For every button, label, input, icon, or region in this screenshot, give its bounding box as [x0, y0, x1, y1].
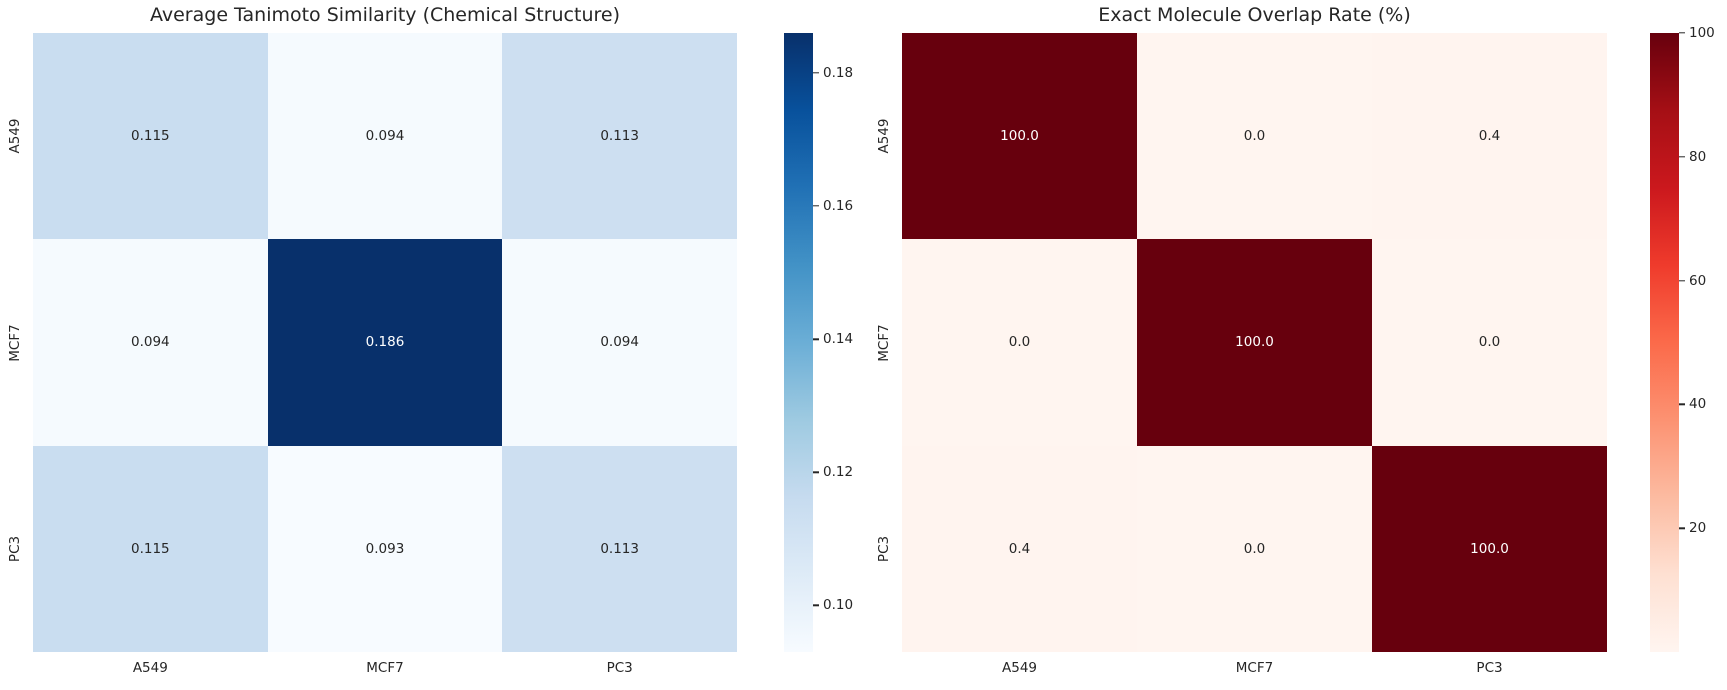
colorbar-tick-label: 60	[1689, 272, 1707, 289]
heatmap-cell: 0.093	[267, 445, 503, 652]
colorbar-tick-mark	[813, 72, 819, 74]
cell-value-label: 100.0	[1000, 128, 1039, 145]
colorbar-gradient	[784, 33, 813, 652]
cell-value-label: 0.094	[365, 128, 405, 145]
colorbar-tick-mark	[813, 471, 819, 473]
colorbar-tick-mark	[1679, 156, 1685, 158]
cell-value-label: 0.113	[600, 128, 639, 145]
cell-value-label: 0.115	[131, 128, 170, 145]
heatmap-cell: 100.0	[1137, 239, 1372, 446]
heatmap-cell: 100.0	[902, 33, 1137, 240]
colorbar-tick-mark	[1679, 527, 1685, 529]
cell-value-label: 0.0	[1243, 128, 1266, 145]
cell-value-label: 0.4	[1478, 128, 1501, 145]
colorbar-tick-label: 0.14	[823, 331, 854, 348]
heatmap-cell: 0.186	[267, 239, 503, 446]
colorbar-gradient	[1650, 33, 1679, 652]
y-axis-label: PC3	[876, 535, 892, 562]
colorbar-tick-label: 0.18	[823, 64, 854, 81]
left-heatmap-grid: 0.115 0.094 0.113 0.094 0.186 0.094 0.115 0.093…	[33, 33, 737, 652]
x-axis-label: A549	[132, 660, 168, 676]
heatmap-cell: 0.094	[502, 239, 737, 446]
cell-value-label: 0.094	[131, 334, 170, 351]
cell-value-label: 0.0	[1008, 334, 1031, 351]
colorbar-tick-label: 0.12	[823, 464, 854, 481]
heatmap-cell: 0.0	[902, 239, 1137, 446]
cell-value-label: 100.0	[1470, 540, 1509, 557]
right-heatmap-grid: 100.0 0.0 0.4 0.0 100.0 0.0 0.4 0.0 100.0	[902, 33, 1607, 652]
y-axis-label: PC3	[7, 535, 23, 562]
heatmap-cell: 0.0	[1137, 33, 1372, 240]
y-axis-label: MCF7	[7, 323, 23, 362]
heatmap-cell: 0.113	[502, 445, 737, 652]
x-axis-label: A549	[1001, 660, 1038, 676]
y-axis-label: A549	[876, 118, 892, 154]
cell-value-label: 0.115	[131, 540, 170, 557]
cell-value-label: 0.093	[365, 540, 405, 557]
cell-value-label: 100.0	[1235, 334, 1274, 351]
right-colorbar: 100 80 60 40 20	[1650, 25, 1715, 652]
left-colorbar: 0.18 0.16 0.14 0.12 0.10	[784, 33, 853, 652]
heatmap-cell: 0.094	[33, 239, 268, 446]
heatmap-cell: 0.115	[33, 445, 268, 652]
colorbar-tick-label: 0.10	[823, 597, 854, 614]
heatmap-cell: 0.115	[33, 33, 268, 240]
x-axis-label: MCF7	[1235, 660, 1274, 676]
colorbar-tick-mark	[813, 604, 819, 607]
cell-value-label: 0.0	[1478, 334, 1501, 351]
heatmap-cell: 0.0	[1372, 239, 1607, 446]
cell-value-label: 0.4	[1008, 540, 1031, 557]
colorbar-tick-label: 80	[1689, 148, 1707, 165]
colorbar-tick-mark	[1679, 32, 1685, 34]
cell-value-label: 0.0	[1243, 540, 1266, 557]
x-axis-label: MCF7	[366, 660, 404, 676]
colorbar-tick-label: 20	[1689, 520, 1707, 537]
heatmap-cell: 0.113	[502, 33, 737, 240]
y-axis-label: MCF7	[876, 323, 892, 362]
heatmap-cell: 0.4	[1372, 33, 1607, 240]
left-chart-title: Average Tanimoto Similarity (Chemical St…	[149, 4, 620, 26]
heatmap-cell: 0.094	[267, 33, 503, 240]
colorbar-tick-label: 100	[1689, 25, 1715, 41]
heatmap-cell: 0.0	[1137, 445, 1372, 652]
colorbar-tick-mark	[813, 338, 819, 340]
cell-value-label: 0.113	[600, 540, 639, 557]
colorbar-tick-mark	[813, 205, 819, 207]
cell-value-label: 0.094	[600, 334, 639, 351]
x-axis-label: PC3	[606, 660, 633, 676]
right-chart-title: Exact Molecule Overlap Rate (%)	[1098, 4, 1411, 26]
cell-value-label: 0.186	[365, 334, 405, 351]
colorbar-tick-mark	[1679, 279, 1685, 282]
colorbar-tick-label: 40	[1689, 396, 1707, 413]
x-axis-label: PC3	[1476, 660, 1503, 676]
heatmap-cell: 100.0	[1372, 445, 1607, 652]
colorbar-tick-mark	[1679, 403, 1685, 406]
y-axis-label: A549	[7, 118, 23, 154]
colorbar-tick-label: 0.16	[823, 198, 854, 215]
heatmap-cell: 0.4	[902, 445, 1137, 652]
